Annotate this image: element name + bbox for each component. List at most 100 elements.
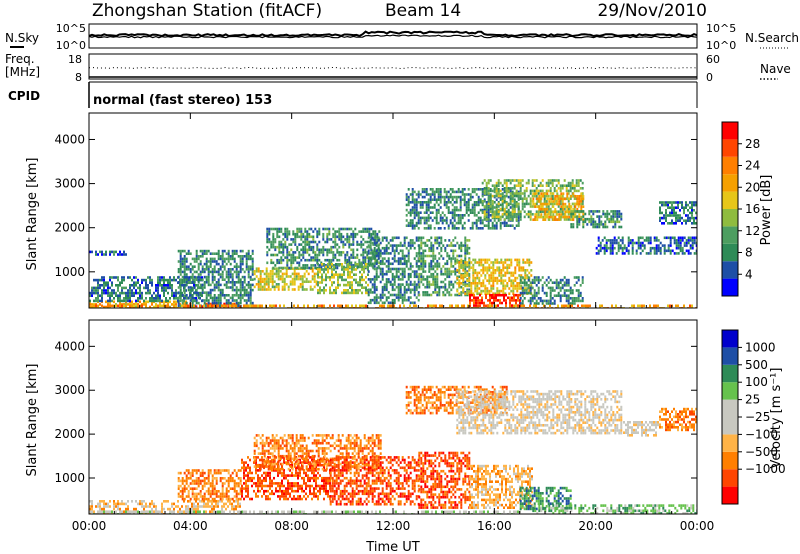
heatmap-cell <box>351 304 353 308</box>
heatmap-cell <box>492 263 495 267</box>
heatmap-cell <box>341 263 343 266</box>
heatmap-cell <box>335 289 337 292</box>
heatmap-cell <box>91 291 93 295</box>
heatmap-cell <box>693 236 696 240</box>
heatmap-cell <box>581 278 584 282</box>
heatmap-cell <box>422 257 425 260</box>
heatmap-cell <box>292 240 295 244</box>
heatmap-cell <box>107 303 109 306</box>
heatmap-cell <box>471 227 474 230</box>
heatmap-cell <box>336 248 339 252</box>
heatmap-cell <box>621 249 624 253</box>
heatmap-cell <box>637 244 640 247</box>
heatmap-cell <box>356 232 359 236</box>
heatmap-cell <box>482 258 485 262</box>
heatmap-cell <box>401 275 404 279</box>
heatmap-cell <box>679 214 681 217</box>
heatmap-cell <box>381 236 384 240</box>
heatmap-cell <box>157 299 159 303</box>
heatmap-cell <box>405 298 408 302</box>
heatmap-cell <box>509 218 512 221</box>
heatmap-cell <box>171 278 173 282</box>
heatmap-cell <box>519 302 522 305</box>
heatmap-cell <box>489 210 492 213</box>
heatmap-cell <box>320 261 323 265</box>
heatmap-cell <box>517 219 520 222</box>
heatmap-cell <box>311 288 314 291</box>
heatmap-cell <box>257 277 260 281</box>
heatmap-cell <box>290 238 293 241</box>
heatmap-cell <box>399 288 402 292</box>
heatmap-cell <box>558 197 561 201</box>
heatmap-cell <box>671 203 673 207</box>
heatmap-cell <box>528 271 531 275</box>
heatmap-cell <box>375 298 378 302</box>
heatmap-cell <box>685 249 688 253</box>
heatmap-cell <box>167 291 169 295</box>
heatmap-cell <box>470 289 473 293</box>
heatmap-cell <box>425 190 428 194</box>
heatmap-cell <box>549 286 552 290</box>
heatmap-cell <box>494 271 497 275</box>
heatmap-cell <box>456 278 459 281</box>
heatmap-cell <box>428 293 431 297</box>
heatmap-cell <box>517 192 520 195</box>
heatmap-cell <box>444 293 447 297</box>
heatmap-cell <box>344 227 347 231</box>
heatmap-cell <box>503 179 506 182</box>
heatmap-cell <box>545 291 548 295</box>
heatmap-cell <box>464 244 467 247</box>
heatmap-cell <box>649 241 652 245</box>
heatmap-cell <box>300 232 303 236</box>
heatmap-cell <box>189 294 192 297</box>
heatmap-cell <box>103 253 105 256</box>
heatmap-cell <box>438 257 441 260</box>
heatmap-cell <box>351 286 353 289</box>
heatmap-cell <box>249 278 252 281</box>
heatmap-cell <box>631 252 634 255</box>
heatmap-cell <box>411 241 414 245</box>
heatmap-cell <box>361 263 363 266</box>
heatmap-cell <box>283 277 286 281</box>
heatmap-cell <box>606 210 609 213</box>
heatmap-cell <box>577 297 580 300</box>
heatmap-cell <box>571 181 574 185</box>
heatmap-cell <box>314 253 317 257</box>
heatmap-cell <box>469 296 471 300</box>
heatmap-cell <box>695 236 697 240</box>
heatmap-cell <box>183 255 186 258</box>
heatmap-cell <box>381 296 384 299</box>
heatmap-cell <box>213 268 216 271</box>
heatmap-cell <box>427 304 429 308</box>
heatmap-cell <box>314 258 317 262</box>
heatmap-cell <box>173 303 175 306</box>
heatmap-cell <box>129 286 131 290</box>
heatmap-cell <box>597 239 600 242</box>
heatmap-cell <box>546 197 549 201</box>
heatmap-cell <box>159 304 161 308</box>
heatmap-cell <box>567 299 570 303</box>
heatmap-cell <box>397 293 400 297</box>
heatmap-cell <box>675 219 677 222</box>
heatmap-cell <box>484 258 487 262</box>
heatmap-cell <box>219 294 222 297</box>
heatmap-cell <box>312 264 315 267</box>
heatmap-cell <box>306 258 309 262</box>
heatmap-cell <box>151 278 153 282</box>
heatmap-cell <box>556 202 559 206</box>
heatmap-cell <box>277 270 280 273</box>
heatmap-cell <box>525 289 528 292</box>
heatmap-cell <box>514 269 517 272</box>
heatmap-cell <box>371 252 374 255</box>
heatmap-cell <box>231 273 234 276</box>
heatmap-cell <box>383 257 386 260</box>
heatmap-cell <box>301 280 304 283</box>
heatmap-cell <box>687 241 690 245</box>
heatmap-cell <box>545 200 548 203</box>
heatmap-cell <box>424 291 427 294</box>
heatmap-cell <box>375 285 378 289</box>
heatmap-cell <box>476 271 479 275</box>
heatmap-cell <box>512 274 515 277</box>
heatmap-cell <box>521 184 524 187</box>
heatmap-cell <box>669 206 671 209</box>
